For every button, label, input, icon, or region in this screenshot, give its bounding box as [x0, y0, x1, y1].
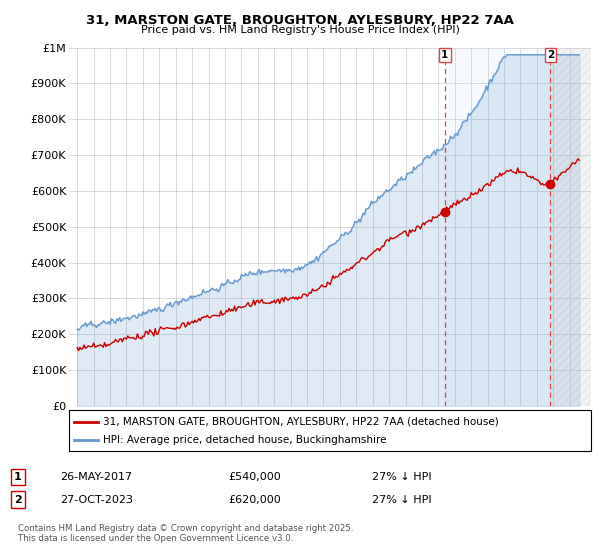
Text: £540,000: £540,000: [228, 472, 281, 482]
Text: 2: 2: [547, 50, 554, 60]
Bar: [445, 48, 550, 406]
Text: 1: 1: [14, 472, 22, 482]
Text: 2: 2: [14, 494, 22, 505]
Text: Contains HM Land Registry data © Crown copyright and database right 2025.
This d: Contains HM Land Registry data © Crown c…: [18, 524, 353, 543]
Text: Price paid vs. HM Land Registry's House Price Index (HPI): Price paid vs. HM Land Registry's House …: [140, 25, 460, 35]
Text: 27% ↓ HPI: 27% ↓ HPI: [372, 494, 431, 505]
Text: 31, MARSTON GATE, BROUGHTON, AYLESBURY, HP22 7AA: 31, MARSTON GATE, BROUGHTON, AYLESBURY, …: [86, 14, 514, 27]
Text: 27% ↓ HPI: 27% ↓ HPI: [372, 472, 431, 482]
Text: HPI: Average price, detached house, Buckinghamshire: HPI: Average price, detached house, Buck…: [103, 435, 386, 445]
Text: 31, MARSTON GATE, BROUGHTON, AYLESBURY, HP22 7AA (detached house): 31, MARSTON GATE, BROUGHTON, AYLESBURY, …: [103, 417, 499, 427]
Text: 1: 1: [441, 50, 449, 60]
Text: £620,000: £620,000: [228, 494, 281, 505]
Bar: [550, 48, 594, 406]
Text: 26-MAY-2017: 26-MAY-2017: [60, 472, 132, 482]
Text: 27-OCT-2023: 27-OCT-2023: [60, 494, 133, 505]
